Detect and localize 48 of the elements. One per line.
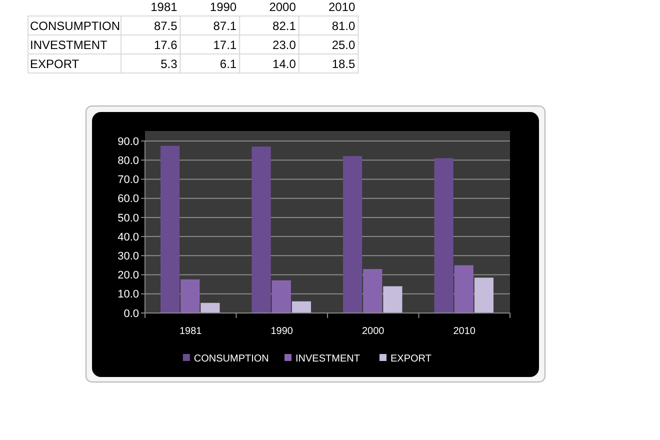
data-label: 5.3 xyxy=(160,57,178,71)
y-tick-label: 10.0 xyxy=(118,288,139,301)
legend-label: EXPORT xyxy=(390,354,432,364)
data-label: 14.0 xyxy=(272,57,296,71)
bar xyxy=(474,278,494,313)
x-tick-label: 1990 xyxy=(270,326,294,337)
bar xyxy=(272,280,291,313)
bar xyxy=(343,156,362,313)
bar xyxy=(434,158,454,313)
data-label: 6.1 xyxy=(220,57,237,71)
y-tick-label: 50.0 xyxy=(118,212,139,224)
x-tick-label: 2010 xyxy=(328,0,356,14)
data-label: 18.5 xyxy=(332,57,356,71)
y-tick-label: 80.0 xyxy=(118,154,139,167)
y-tick-label: 90.0 xyxy=(118,136,139,148)
data-label: 82.1 xyxy=(272,19,296,33)
x-tick-label: 1981 xyxy=(150,0,178,14)
x-tick-label: 2000 xyxy=(362,326,385,337)
data-label: 81.0 xyxy=(332,19,356,33)
bar xyxy=(363,269,382,313)
y-tick-label: 0.0 xyxy=(124,308,139,320)
y-tick-label: 20.0 xyxy=(118,270,139,282)
legend-label: INVESTMENT xyxy=(296,354,360,364)
y-tick-label: CONSUMPTION xyxy=(30,19,120,33)
data-label: 87.1 xyxy=(213,19,237,33)
legend-label: CONSUMPTION xyxy=(194,354,269,364)
data-label: 17.6 xyxy=(154,38,178,52)
bar xyxy=(180,279,200,313)
y-tick-label: 30.0 xyxy=(118,250,139,263)
y-tick-label: 40.0 xyxy=(118,231,139,244)
y-tick-label: 60.0 xyxy=(118,193,139,206)
x-tick-label: 1981 xyxy=(180,326,202,337)
bar xyxy=(200,302,220,313)
y-tick-label: 70.0 xyxy=(118,174,139,186)
bar xyxy=(383,286,402,313)
x-tick-label: 2010 xyxy=(453,326,476,337)
bar xyxy=(454,265,474,313)
data-label: 25.0 xyxy=(332,38,356,52)
bar xyxy=(252,146,271,313)
x-tick-label: 2000 xyxy=(269,0,296,14)
data-label: 23.0 xyxy=(272,38,296,52)
data-label: 17.1 xyxy=(213,38,237,52)
data-label: 87.5 xyxy=(154,19,178,33)
y-tick-label: EXPORT xyxy=(30,57,80,71)
bar xyxy=(292,301,311,313)
bar xyxy=(160,146,180,313)
x-tick-label: 1990 xyxy=(210,0,237,14)
y-tick-label: INVESTMENT xyxy=(30,38,108,52)
